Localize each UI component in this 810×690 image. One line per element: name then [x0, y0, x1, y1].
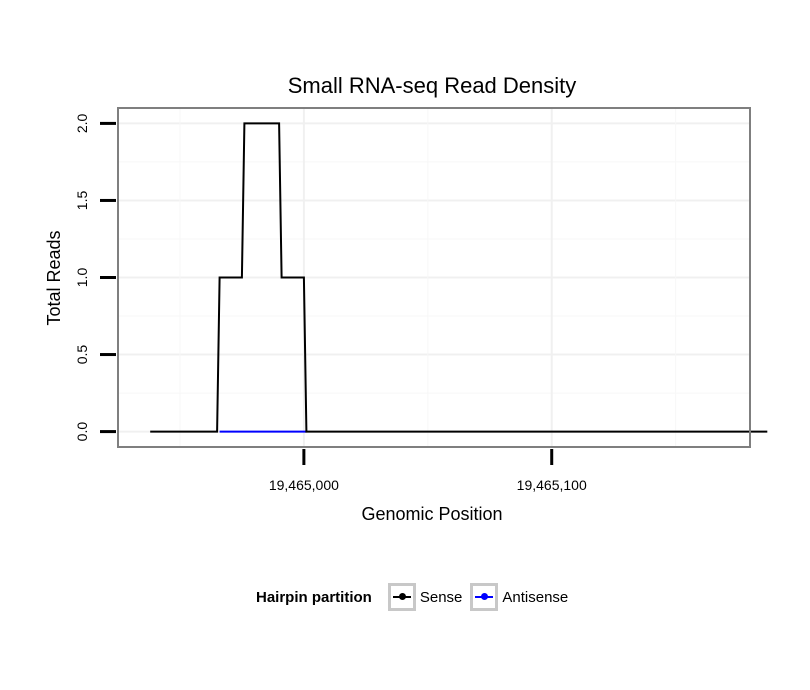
legend-item-antisense: Antisense [470, 583, 568, 611]
y-tick-label: 0.5 [74, 345, 90, 365]
y-axis-ticks: 0.0 0.5 1.0 1.5 2.0 [74, 113, 116, 441]
y-tick-label: 2.0 [74, 113, 90, 133]
series-line-sense [150, 122, 768, 433]
y-axis-label: Total Reads [44, 230, 64, 325]
antisense-line-icon [470, 583, 499, 611]
plot-border [117, 107, 751, 448]
legend-title: Hairpin partition [256, 588, 372, 606]
x-axis-ticks: 19,465,000 19,465,100 [269, 449, 587, 493]
chart-title: Small RNA-seq Read Density [288, 73, 577, 98]
series-layer [150, 122, 768, 433]
y-tick-label: 0.0 [74, 422, 90, 442]
legend-item-sense: Sense [387, 583, 463, 611]
sense-line-icon [387, 583, 416, 611]
legend-label-sense: Sense [419, 588, 463, 606]
x-tick-label: 19,465,100 [517, 477, 587, 493]
x-tick-label: 19,465,000 [269, 477, 339, 493]
legend-label-antisense: Antisense [502, 588, 569, 606]
y-tick-label: 1.5 [74, 191, 90, 211]
x-axis-label: Genomic Position [361, 504, 502, 524]
y-tick-label: 1.0 [74, 268, 90, 288]
legend: Hairpin partition Sense Antisense [256, 580, 576, 614]
